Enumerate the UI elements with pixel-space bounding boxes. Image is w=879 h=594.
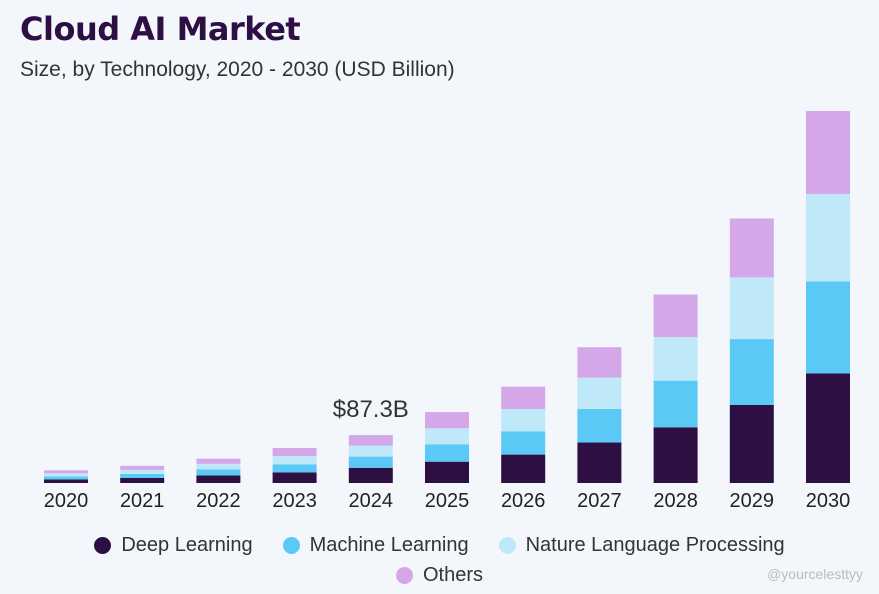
bar-segment-nature-language-processing-2024 <box>348 445 393 457</box>
bar-segment-nature-language-processing-2022 <box>196 463 241 470</box>
legend-swatch-machine-learning <box>282 536 300 554</box>
annotation-label-2024: $87.3B <box>333 396 409 423</box>
bar-segment-machine-learning-2026 <box>501 431 546 455</box>
bar-segment-deep-learning-2030 <box>806 373 850 483</box>
bar-segment-machine-learning-2030 <box>806 281 850 374</box>
bar-segment-deep-learning-2023 <box>272 472 317 483</box>
legend-swatch-nlp <box>498 536 516 554</box>
bar-segment-others-2023 <box>272 448 317 457</box>
x-tick-label-2020: 2020 <box>44 490 89 512</box>
bar-segment-others-2020 <box>44 470 88 474</box>
bar-segment-others-2024 <box>348 435 393 446</box>
x-tick-label-2030: 2030 <box>806 490 851 512</box>
bar-segment-nature-language-processing-2027 <box>577 377 622 409</box>
bar-segment-machine-learning-2021 <box>120 473 165 478</box>
bar-segment-nature-language-processing-2030 <box>806 194 850 282</box>
x-tick-label-2021: 2021 <box>120 490 165 512</box>
bar-segment-machine-learning-2023 <box>272 464 317 473</box>
bar-segment-machine-learning-2027 <box>577 409 622 443</box>
x-tick-label-2028: 2028 <box>653 490 698 512</box>
bar-segment-machine-learning-2022 <box>196 469 241 476</box>
bar-segment-deep-learning-2027 <box>577 442 622 483</box>
bar-segment-others-2030 <box>806 111 850 195</box>
bar-segment-nature-language-processing-2026 <box>501 409 546 432</box>
bar-segment-nature-language-processing-2023 <box>272 456 317 465</box>
legend-row-1: Deep Learning Machine Learning Nature La… <box>0 530 879 560</box>
chart-subtitle: Size, by Technology, 2020 - 2030 (USD Bi… <box>20 58 455 81</box>
chart-title: Cloud AI Market <box>20 10 301 48</box>
bar-segment-nature-language-processing-2021 <box>120 469 165 474</box>
stacked-bar-chart: 2020 2021 2022 2023 2024 $87.3B 2025 2026 2027 20… <box>44 111 851 512</box>
bar-segment-machine-learning-2024 <box>348 456 393 468</box>
bar-segment-nature-language-processing-2028 <box>653 337 698 381</box>
bar-segment-deep-learning-2025 <box>425 461 469 483</box>
bar-segment-deep-learning-2024 <box>348 467 393 483</box>
bar-segment-machine-learning-2025 <box>425 444 469 462</box>
bar-segment-others-2025 <box>425 412 469 429</box>
x-tick-label-2026: 2026 <box>501 490 546 512</box>
bar-segment-nature-language-processing-2029 <box>729 277 774 340</box>
chart-legend: Deep Learning Machine Learning Nature La… <box>0 530 879 590</box>
legend-label: Deep Learning <box>121 533 253 556</box>
legend-swatch-others <box>395 566 413 584</box>
legend-item-deep-learning: Deep Learning <box>94 533 253 557</box>
bar-segment-machine-learning-2020 <box>44 476 88 480</box>
bar-segment-deep-learning-2029 <box>729 405 774 483</box>
bar-segment-deep-learning-2026 <box>501 454 546 483</box>
legend-swatch-deep-learning <box>94 536 112 554</box>
x-tick-label-2024: 2024 <box>349 490 394 512</box>
legend-label: Nature Language Processing <box>525 533 785 556</box>
bar-segment-deep-learning-2022 <box>196 475 241 483</box>
x-tick-label-2022: 2022 <box>196 490 241 512</box>
bar-segment-machine-learning-2028 <box>653 380 698 428</box>
watermark-text: @yourcelesttyy <box>767 566 863 582</box>
legend-label: Machine Learning <box>309 533 469 556</box>
x-tick-label-2025: 2025 <box>425 490 470 512</box>
legend-row-2: Others <box>0 560 879 590</box>
bar-segment-deep-learning-2021 <box>120 477 165 483</box>
bar-segment-deep-learning-2028 <box>653 427 698 483</box>
bar-segment-machine-learning-2029 <box>729 339 774 405</box>
legend-label: Others <box>422 563 484 586</box>
legend-item-others: Others <box>395 563 484 587</box>
bar-segment-nature-language-processing-2025 <box>425 428 469 445</box>
bar-segment-others-2028 <box>653 294 698 338</box>
x-tick-label-2029: 2029 <box>730 490 775 512</box>
bar-segment-nature-language-processing-2020 <box>44 473 88 477</box>
bar-segment-others-2029 <box>729 218 774 278</box>
bar-segment-others-2021 <box>120 465 165 470</box>
bar-segment-others-2026 <box>501 386 546 409</box>
x-tick-label-2023: 2023 <box>272 490 317 512</box>
bar-segment-others-2027 <box>577 347 622 378</box>
bar-segment-deep-learning-2020 <box>44 479 88 483</box>
x-tick-label-2027: 2027 <box>577 490 622 512</box>
bar-segment-others-2022 <box>196 458 241 464</box>
legend-item-nlp: Nature Language Processing <box>498 533 785 557</box>
legend-item-machine-learning: Machine Learning <box>282 533 469 557</box>
